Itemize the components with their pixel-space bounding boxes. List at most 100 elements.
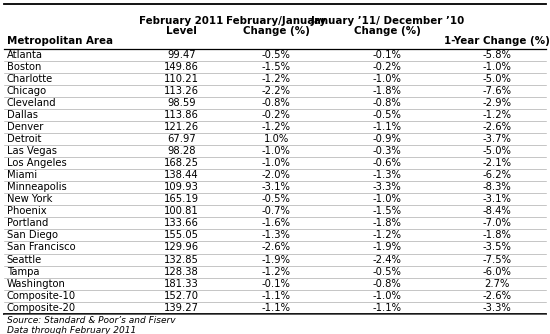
Text: -1.3%: -1.3% <box>373 170 402 180</box>
Text: -3.3%: -3.3% <box>482 303 512 313</box>
Text: -1.1%: -1.1% <box>262 291 291 301</box>
Text: Chicago: Chicago <box>7 86 47 96</box>
Text: -1.8%: -1.8% <box>482 230 512 240</box>
Text: -1.2%: -1.2% <box>262 267 291 277</box>
Text: -0.9%: -0.9% <box>373 134 402 144</box>
Text: -7.6%: -7.6% <box>482 86 512 96</box>
Text: 110.21: 110.21 <box>164 74 199 84</box>
Text: 100.81: 100.81 <box>164 206 199 216</box>
Text: Composite-20: Composite-20 <box>7 303 76 313</box>
Text: Denver: Denver <box>7 122 43 132</box>
Text: -0.5%: -0.5% <box>262 194 291 204</box>
Text: -1.2%: -1.2% <box>482 110 512 120</box>
Text: -2.1%: -2.1% <box>482 158 512 168</box>
Text: 109.93: 109.93 <box>164 182 199 192</box>
Text: January ’11/ December ’10: January ’11/ December ’10 <box>310 16 464 26</box>
Text: Cleveland: Cleveland <box>7 98 56 108</box>
Text: -7.0%: -7.0% <box>482 218 512 228</box>
Text: -1.0%: -1.0% <box>482 62 512 72</box>
Text: Portland: Portland <box>7 218 48 228</box>
Text: -6.0%: -6.0% <box>482 267 512 277</box>
Text: Seattle: Seattle <box>7 255 42 265</box>
Text: 67.97: 67.97 <box>167 134 196 144</box>
Text: Minneapolis: Minneapolis <box>7 182 67 192</box>
Text: 98.28: 98.28 <box>167 146 196 156</box>
Text: -1.2%: -1.2% <box>262 74 291 84</box>
Text: Boston: Boston <box>7 62 41 72</box>
Text: -0.1%: -0.1% <box>373 50 402 60</box>
Text: Las Vegas: Las Vegas <box>7 146 57 156</box>
Text: -5.8%: -5.8% <box>482 50 512 60</box>
Text: Data through February 2011: Data through February 2011 <box>7 326 136 334</box>
Text: -2.4%: -2.4% <box>373 255 402 265</box>
Text: 138.44: 138.44 <box>164 170 199 180</box>
Text: -0.2%: -0.2% <box>373 62 402 72</box>
Text: -3.3%: -3.3% <box>373 182 402 192</box>
Text: -0.5%: -0.5% <box>373 110 402 120</box>
Text: -0.5%: -0.5% <box>373 267 402 277</box>
Text: 133.66: 133.66 <box>164 218 199 228</box>
Text: -0.1%: -0.1% <box>262 279 291 289</box>
Text: -1.3%: -1.3% <box>262 230 291 240</box>
Text: Miami: Miami <box>7 170 37 180</box>
Text: -0.3%: -0.3% <box>373 146 402 156</box>
Text: -0.8%: -0.8% <box>262 98 291 108</box>
Text: -7.5%: -7.5% <box>482 255 512 265</box>
Text: 149.86: 149.86 <box>164 62 199 72</box>
Text: Level: Level <box>166 26 197 36</box>
Text: -1.9%: -1.9% <box>262 255 291 265</box>
Text: 152.70: 152.70 <box>164 291 199 301</box>
Text: Phoenix: Phoenix <box>7 206 46 216</box>
Text: -1.1%: -1.1% <box>262 303 291 313</box>
Text: New York: New York <box>7 194 52 204</box>
Text: 128.38: 128.38 <box>164 267 199 277</box>
Text: -1.6%: -1.6% <box>262 218 291 228</box>
Text: 129.96: 129.96 <box>164 242 199 253</box>
Text: 155.05: 155.05 <box>164 230 199 240</box>
Text: 168.25: 168.25 <box>164 158 199 168</box>
Text: 113.86: 113.86 <box>164 110 199 120</box>
Text: Charlotte: Charlotte <box>7 74 53 84</box>
Text: -2.6%: -2.6% <box>482 122 512 132</box>
Text: 132.85: 132.85 <box>164 255 199 265</box>
Text: -0.5%: -0.5% <box>262 50 291 60</box>
Text: -8.3%: -8.3% <box>482 182 512 192</box>
Text: -5.0%: -5.0% <box>482 146 512 156</box>
Text: Tampa: Tampa <box>7 267 39 277</box>
Text: 2.7%: 2.7% <box>484 279 510 289</box>
Text: 1-Year Change (%): 1-Year Change (%) <box>444 36 550 46</box>
Text: 181.33: 181.33 <box>164 279 199 289</box>
Text: -0.7%: -0.7% <box>262 206 291 216</box>
Text: -1.0%: -1.0% <box>373 291 402 301</box>
Text: Metropolitan Area: Metropolitan Area <box>7 36 113 46</box>
Text: San Francisco: San Francisco <box>7 242 75 253</box>
Text: 139.27: 139.27 <box>164 303 199 313</box>
Text: -1.8%: -1.8% <box>373 86 402 96</box>
Text: -6.2%: -6.2% <box>482 170 512 180</box>
Text: Detroit: Detroit <box>7 134 41 144</box>
Text: -2.6%: -2.6% <box>262 242 291 253</box>
Text: February/January: February/January <box>227 16 326 26</box>
Text: -8.4%: -8.4% <box>482 206 512 216</box>
Text: -1.2%: -1.2% <box>262 122 291 132</box>
Text: -3.1%: -3.1% <box>482 194 512 204</box>
Text: -3.7%: -3.7% <box>482 134 512 144</box>
Text: February 2011: February 2011 <box>140 16 224 26</box>
Text: Composite-10: Composite-10 <box>7 291 76 301</box>
Text: -5.0%: -5.0% <box>482 74 512 84</box>
Text: -1.2%: -1.2% <box>373 230 402 240</box>
Text: Dallas: Dallas <box>7 110 37 120</box>
Text: -3.5%: -3.5% <box>482 242 512 253</box>
Text: -0.2%: -0.2% <box>262 110 291 120</box>
Text: Source: Standard & Poor’s and Fiserv: Source: Standard & Poor’s and Fiserv <box>7 316 175 325</box>
Text: -1.0%: -1.0% <box>262 146 291 156</box>
Text: -1.5%: -1.5% <box>262 62 291 72</box>
Text: 1.0%: 1.0% <box>264 134 289 144</box>
Text: -1.1%: -1.1% <box>373 122 402 132</box>
Text: Change (%): Change (%) <box>243 26 310 36</box>
Text: 165.19: 165.19 <box>164 194 199 204</box>
Text: -1.5%: -1.5% <box>373 206 402 216</box>
Text: -1.1%: -1.1% <box>373 303 402 313</box>
Text: 113.26: 113.26 <box>164 86 199 96</box>
Text: -1.9%: -1.9% <box>373 242 402 253</box>
